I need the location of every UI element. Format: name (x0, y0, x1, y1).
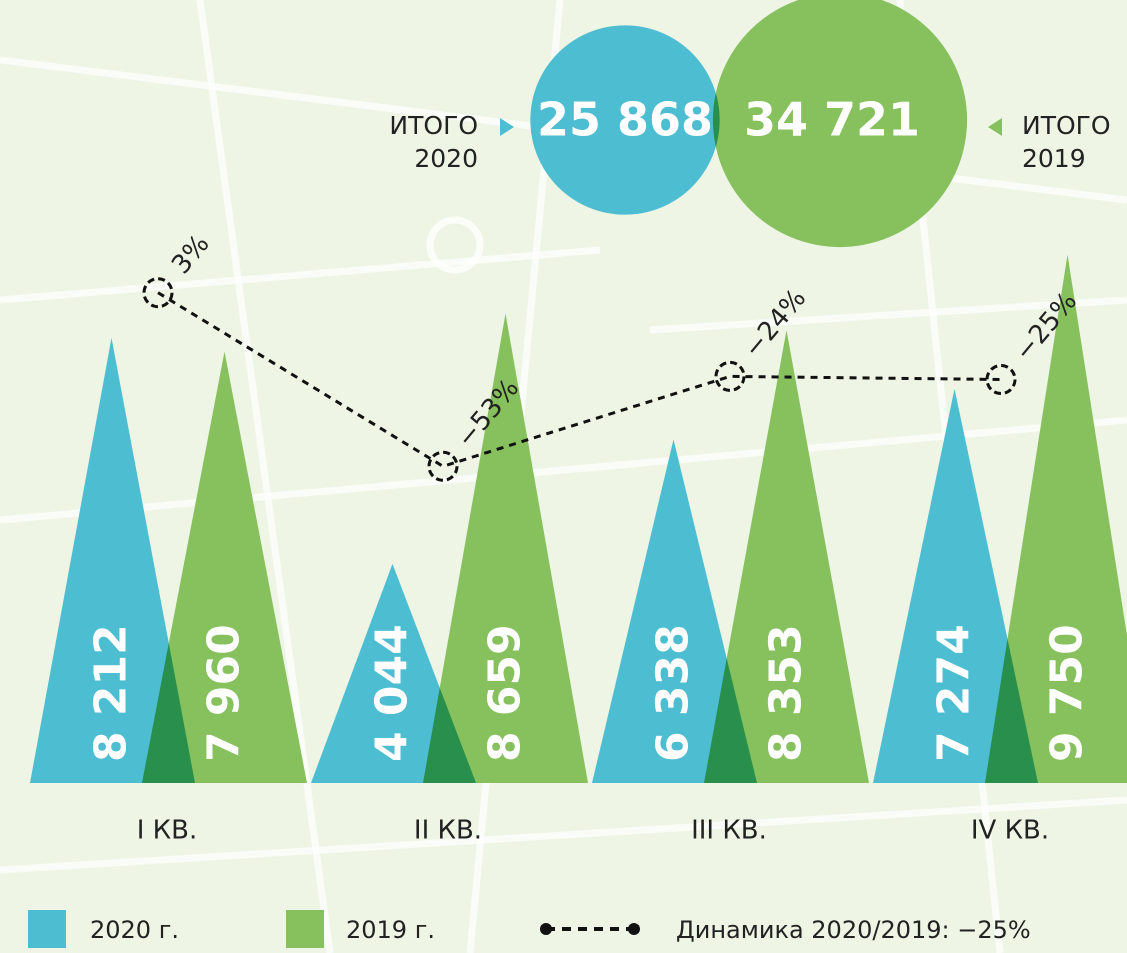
legend-swatch (28, 910, 66, 948)
category-label: II КВ. (414, 816, 482, 846)
dynamics-point (427, 450, 459, 482)
dynamics-line (157, 291, 1002, 468)
value-label: 8 659 (480, 624, 531, 762)
value-label: 4 044 (367, 624, 418, 762)
dynamics-point (985, 364, 1017, 395)
dynamics-point (714, 360, 746, 392)
value-label: 9 750 (1042, 624, 1093, 762)
total-year: 2019 (1022, 144, 1086, 173)
legend-dot (540, 923, 552, 935)
totals (530, 0, 968, 248)
triangle-bar (704, 330, 869, 783)
legend-label: 2020 г. (90, 916, 179, 944)
total-caption: ИТОГО (1022, 111, 1111, 140)
legend: 2020 г. 2019 г. Динамика 2020/2019: −25% (28, 910, 1031, 948)
triangle-bar (30, 337, 195, 783)
legend-label: Динамика 2020/2019: −25% (676, 916, 1031, 944)
triangle-bar (592, 439, 757, 783)
dynamics-point (142, 277, 174, 309)
value-label: 7 274 (929, 624, 980, 762)
total-value: 25 868 (537, 93, 713, 147)
category-label: I КВ. (137, 816, 198, 846)
triangle-bar (873, 388, 1038, 783)
total-circle (530, 25, 720, 215)
category-label: III КВ. (691, 816, 767, 846)
arrow-icon (500, 118, 514, 136)
total-caption: ИТОГО (389, 111, 478, 140)
value-label: 8 353 (761, 624, 812, 762)
arrow-icon (988, 118, 1002, 136)
dynamics-label: 3% (166, 229, 215, 280)
triangle-bar (985, 254, 1127, 783)
legend-swatch (286, 910, 324, 948)
legend-label: 2019 г. (346, 916, 435, 944)
total-value: 34 721 (744, 93, 920, 147)
category-label: IV КВ. (971, 816, 1049, 846)
triangles (30, 254, 1127, 783)
value-label: 8 212 (86, 624, 137, 762)
value-label: 6 338 (648, 624, 699, 762)
value-label: 7 960 (199, 624, 250, 762)
total-circle (712, 0, 968, 248)
legend-dot (628, 923, 640, 935)
triangle-bar (423, 313, 588, 783)
triangle-bar (142, 351, 307, 783)
total-year: 2020 (414, 144, 478, 173)
